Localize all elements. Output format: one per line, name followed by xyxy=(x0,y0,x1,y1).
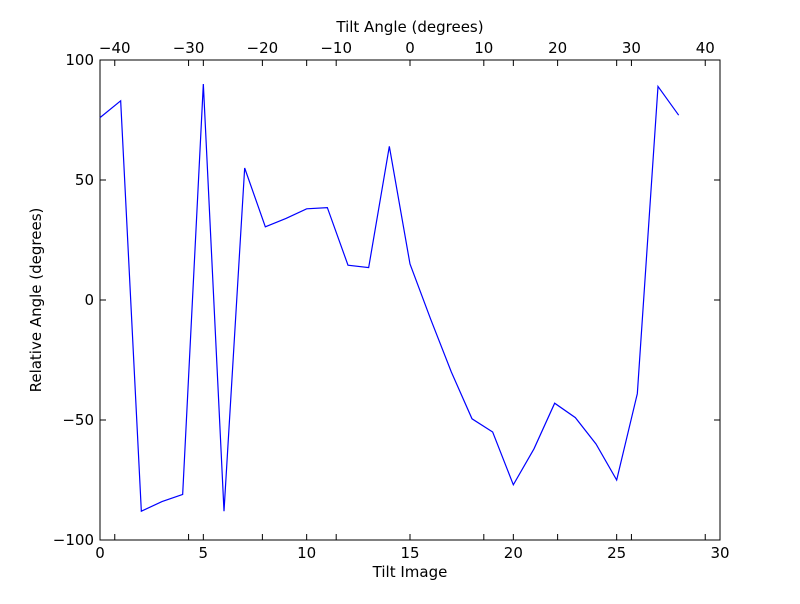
y-tick-label: 100 xyxy=(65,51,94,69)
y-axis-label: Relative Angle (degrees) xyxy=(27,208,45,393)
x2-tick-label: −10 xyxy=(320,39,352,57)
y-tick-label: 50 xyxy=(75,171,94,189)
x2-tick-label: 0 xyxy=(405,39,415,57)
top-x-axis-label: Tilt Angle (degrees) xyxy=(335,18,483,36)
x-tick-label: 15 xyxy=(400,544,419,562)
x-tick-label: 20 xyxy=(504,544,523,562)
x2-tick-label: 40 xyxy=(696,39,715,57)
x-tick-label: 5 xyxy=(199,544,209,562)
y-tick-label: 0 xyxy=(84,291,94,309)
y-tick-label: −50 xyxy=(62,411,94,429)
x-tick-label: 10 xyxy=(297,544,316,562)
x-tick-label: 0 xyxy=(95,544,105,562)
plot-area xyxy=(99,59,721,541)
x2-tick-label: −40 xyxy=(99,39,131,57)
x2-tick-label: 30 xyxy=(622,39,641,57)
x-tick-label: 30 xyxy=(710,544,729,562)
y-tick-label: −100 xyxy=(53,531,94,549)
series-line-0 xyxy=(99,83,680,513)
x2-tick-label: 10 xyxy=(474,39,493,57)
x2-tick-label: −20 xyxy=(247,39,279,57)
x2-tick-label: −30 xyxy=(173,39,205,57)
x2-tick-label: 20 xyxy=(548,39,567,57)
x-tick-label: 25 xyxy=(607,544,626,562)
x-axis-label: Tilt Image xyxy=(372,563,448,581)
